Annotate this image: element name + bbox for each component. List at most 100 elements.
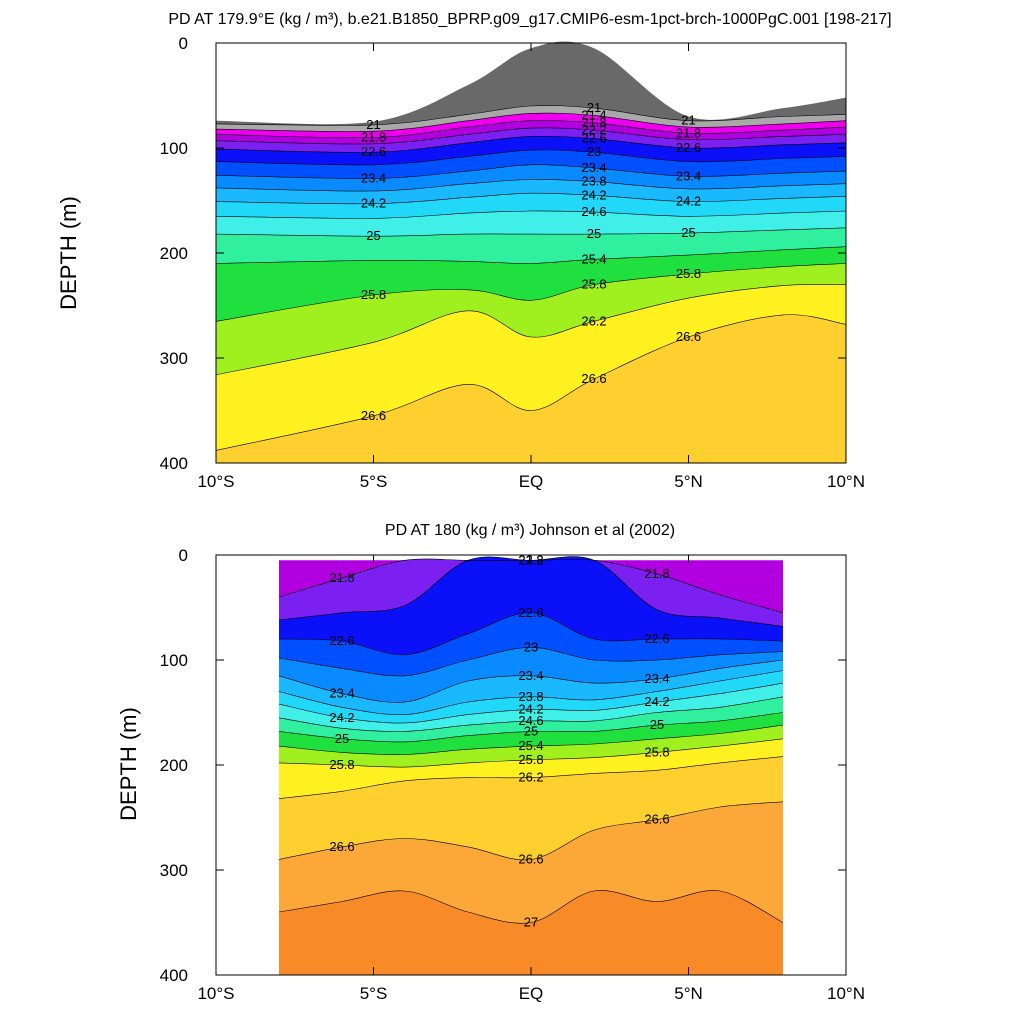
contour-line-22.2 [215, 127, 847, 145]
model-contour-plot: 21212121.421.821.821.822.222.622.622.623… [160, 34, 865, 491]
contour-line-21.8 [215, 120, 847, 139]
band-26.6 [216, 314, 846, 463]
contour-label: 22.6 [644, 631, 669, 646]
contour-line-25 [278, 712, 784, 743]
contour-label: 25 [366, 228, 380, 243]
contour-label: 21.8 [676, 125, 701, 140]
contour-label: 23.4 [676, 168, 701, 183]
contour-label: 23 [587, 144, 601, 159]
contour-label: 23.4 [361, 171, 386, 186]
contour-line-23.4 [278, 659, 784, 703]
contour-line-25 [215, 227, 847, 237]
contour-label: 22.6 [361, 144, 386, 159]
contour-label: 23.8 [518, 689, 543, 704]
contour-label: 23.4 [644, 671, 669, 686]
contour-label: 24.2 [361, 196, 386, 211]
contour-label: 23.4 [329, 686, 354, 701]
contour-label: 26.2 [518, 770, 543, 785]
contour-line-23 [215, 149, 847, 166]
contour-line-23.4 [215, 164, 847, 179]
contour-label: 22.6 [676, 140, 701, 155]
contour-label: 26.6 [518, 852, 543, 867]
contour-label: 24.2 [329, 710, 354, 725]
contour-label: 26.2 [581, 313, 606, 328]
contour-label: 25.8 [581, 277, 606, 292]
contour-label: 22.2 [581, 122, 606, 137]
x-tick-label: 5°S [360, 984, 388, 1003]
contour-label: 25 [681, 225, 695, 240]
x-tick-label: 5°S [360, 472, 388, 491]
contour-label: 24.6 [518, 713, 543, 728]
contour-line-23.8 [215, 179, 847, 192]
contour-label: 24.2 [644, 694, 669, 709]
obs-y-axis-label: DEPTH (m) [116, 707, 141, 821]
contour-label: 22.6 [329, 633, 354, 648]
contour-line-27 [278, 890, 784, 924]
contour-label: 23.8 [581, 174, 606, 189]
contour-line-25.8 [215, 263, 847, 322]
contour-label: 25 [587, 226, 601, 241]
y-tick-label: 0 [179, 546, 188, 565]
contour-line-24.2 [215, 192, 847, 205]
contour-line-22.6 [278, 612, 784, 656]
contour-label: 25 [524, 723, 538, 738]
model-panel: PD AT 179.9°E (kg / m³), b.e21.B1850_BPR… [56, 11, 892, 491]
contour-label: 21.8 [361, 130, 386, 145]
contour-label: 23.4 [581, 160, 606, 175]
contour-label: 22.6 [581, 131, 606, 146]
contour-line-26.6 [215, 314, 847, 451]
contour-label: 21.8 [329, 570, 354, 585]
model-panel-title: PD AT 179.9°E (kg / m³), b.e21.B1850_BPR… [168, 11, 891, 28]
contour-line-22.6 [215, 135, 847, 153]
y-tick-label: 100 [160, 139, 188, 158]
contour-label: 25.8 [361, 287, 386, 302]
contour-label: 25.8 [676, 266, 701, 281]
contour-label: 21 [587, 100, 601, 115]
contour-line-21 [215, 105, 847, 126]
contour-label: 22.6 [518, 605, 543, 620]
contour-label: 26.6 [329, 839, 354, 854]
contour-label: 21 [366, 117, 380, 132]
contour-label: 24.2 [676, 194, 701, 209]
obs-panel-title: PD AT 180 (kg / m³) Johnson et al (2002) [385, 522, 675, 539]
contour-line-26.2 [215, 283, 847, 376]
contour-label: 25.8 [644, 744, 669, 759]
x-tick-label: EQ [519, 472, 544, 491]
y-tick-label: 400 [160, 454, 188, 473]
contour-line-24.6 [215, 210, 847, 219]
contour-label: 21.8 [644, 566, 669, 581]
contour-label: 24.6 [581, 204, 606, 219]
model-y-axis-label: DEPTH (m) [56, 196, 81, 310]
y-tick-label: 400 [160, 966, 188, 985]
contour-line-26.2 [278, 756, 784, 799]
contour-label: 21.4 [581, 107, 606, 122]
contour-label: 21.8 [581, 115, 606, 130]
y-tick-label: 300 [160, 349, 188, 368]
contour-line-25.4 [215, 246, 847, 264]
contour-line-23.8 [278, 670, 784, 716]
x-tick-label: 10°N [827, 984, 865, 1003]
contour-label: 25.4 [518, 738, 543, 753]
contour-label: 25.4 [581, 251, 606, 266]
contour-label: 24.2 [581, 187, 606, 202]
contour-label: 24.2 [518, 701, 543, 716]
contour-label: 25.8 [518, 752, 543, 767]
x-tick-label: 5°N [674, 472, 703, 491]
contour-label: 26.6 [361, 408, 386, 423]
contour-label: 25 [335, 731, 349, 746]
contour-label: 25.8 [329, 757, 354, 772]
contour-label: 21 [681, 113, 695, 128]
contour-label: 26.6 [581, 371, 606, 386]
x-tick-label: 10°S [197, 984, 234, 1003]
contour-line-24.6 [278, 696, 784, 732]
contour-line-26.6 [278, 801, 784, 861]
x-tick-label: 5°N [674, 984, 703, 1003]
x-tick-label: 10°S [197, 472, 234, 491]
x-tick-label: 10°N [827, 472, 865, 491]
contour-line-25.4 [278, 724, 784, 755]
contour-label: 26.6 [676, 329, 701, 344]
y-tick-label: 300 [160, 861, 188, 880]
contour-label: 23.4 [518, 668, 543, 683]
band-27 [279, 890, 783, 975]
